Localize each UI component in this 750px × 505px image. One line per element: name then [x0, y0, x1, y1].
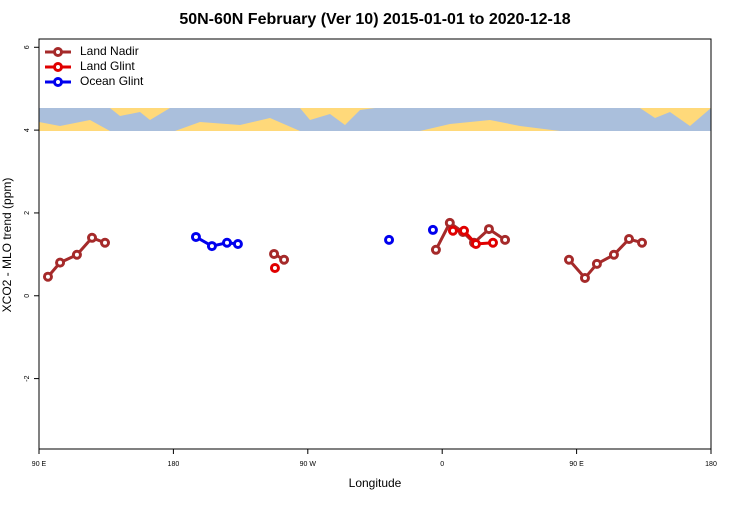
point [384, 234, 395, 245]
legend-marker [53, 77, 63, 87]
point [100, 237, 111, 248]
point [487, 237, 498, 248]
x-tick-label: 180 [705, 461, 717, 468]
point [206, 241, 217, 252]
point [190, 231, 201, 242]
plot-frame [38, 38, 712, 450]
y-tick-label: 0 [24, 294, 31, 298]
x-axis-label: Longitude [349, 476, 402, 490]
x-tick-label: 90 E [569, 461, 584, 468]
point [444, 217, 455, 228]
point [500, 234, 511, 245]
y-tick-label: -2 [24, 375, 31, 381]
series-line [452, 229, 494, 246]
legend-marker [53, 47, 63, 57]
point [459, 225, 470, 236]
legend-label: Land Glint [80, 59, 135, 73]
y-tick-label: 6 [24, 45, 31, 49]
point [430, 244, 441, 255]
point [269, 263, 280, 274]
point [222, 237, 233, 248]
x-tick-label: 90 E [32, 461, 47, 468]
y-tick-label: 2 [24, 211, 31, 215]
x-tick-label: 0 [440, 461, 444, 468]
x-tick-label: 180 [168, 461, 180, 468]
y-tick-label: 4 [24, 128, 31, 132]
point [483, 224, 494, 235]
y-axis-label: XCO2 - MLO trend (ppm) [0, 178, 14, 313]
chart-title: 50N-60N February (Ver 10) 2015-01-01 to … [179, 11, 570, 28]
point [279, 254, 290, 265]
point [447, 225, 458, 236]
legend-label: Ocean Glint [80, 74, 144, 88]
point [563, 254, 574, 265]
legend-marker [53, 62, 63, 72]
point [624, 234, 635, 245]
point [55, 257, 66, 268]
point [579, 272, 590, 283]
point [269, 248, 280, 259]
point [470, 239, 481, 249]
point [42, 271, 53, 282]
map-strip [39, 108, 711, 131]
point [591, 258, 602, 269]
point [232, 239, 243, 249]
x-tick-label: 90 W [300, 461, 317, 468]
point [87, 232, 98, 243]
legend-label: Land Nadir [80, 44, 139, 58]
point [637, 237, 648, 248]
point [427, 224, 438, 235]
point [608, 249, 619, 260]
point [71, 249, 82, 260]
